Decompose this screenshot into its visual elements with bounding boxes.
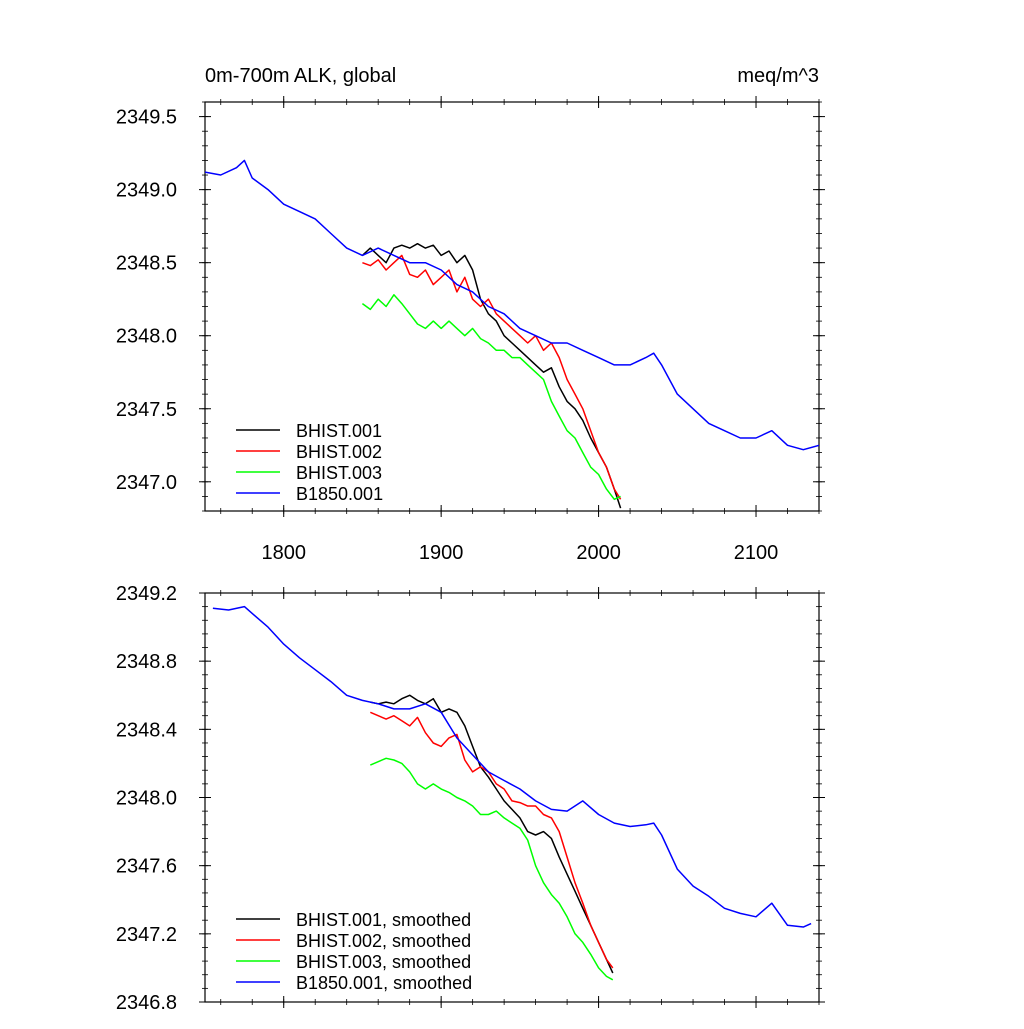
x-tick-label: 1800	[261, 542, 306, 564]
y-tick-label: 2348.5	[116, 253, 177, 275]
y-tick-label: 2348.0	[116, 326, 177, 348]
x-tick-label: 2000	[576, 542, 621, 564]
legend-label: BHIST.002, smoothed	[296, 931, 471, 951]
legend-label: BHIST.003	[296, 463, 382, 483]
y-tick-label: 2348.4	[116, 719, 177, 741]
y-tick-label: 2348.8	[116, 651, 177, 673]
series-line-3	[361, 294, 621, 501]
series-line-2	[370, 711, 614, 969]
legend-label: B1850.001, smoothed	[296, 973, 472, 993]
y-tick-label: 2349.0	[116, 180, 177, 202]
series-line-4	[205, 159, 819, 451]
y-tick-label: 2347.0	[116, 472, 177, 494]
chart-panel-2: 2346.8 2347.2 2347.6 2348.0 2348.4 2348.8 2349…	[116, 583, 825, 1014]
y-tick-label: 2349.5	[116, 107, 177, 129]
x-tick-label: 1900	[419, 542, 464, 564]
series-line-3	[370, 757, 614, 981]
legend-label: BHIST.003, smoothed	[296, 952, 471, 972]
legend-label: BHIST.001, smoothed	[296, 910, 471, 930]
y-tick-label: 2347.2	[116, 924, 177, 946]
series-line-4	[212, 605, 812, 928]
series-group	[212, 605, 812, 981]
x-tick-label: 2100	[734, 542, 779, 564]
series-line-1	[361, 242, 622, 509]
y-tick-label: 2347.6	[116, 856, 177, 878]
legend-label: B1850.001	[296, 484, 383, 504]
y-tick-label: 2349.2	[116, 583, 177, 605]
legend-label: BHIST.001	[296, 421, 382, 441]
chart-units: meq/m^3	[737, 65, 819, 87]
series-line-2	[362, 254, 622, 500]
y-tick-label: 2347.5	[116, 399, 177, 421]
y-tick-label: 2348.0	[116, 788, 177, 810]
series-group	[205, 159, 819, 509]
legend-label: BHIST.002	[296, 442, 382, 462]
y-tick-label: 2346.8	[116, 992, 177, 1014]
series-line-1	[370, 694, 614, 974]
chart-title: 0m-700m ALK, global	[205, 65, 396, 87]
chart-panel-1: 2347.0 2347.5 2348.0 2348.5 2349.0 2349.5 1800…	[116, 65, 825, 564]
